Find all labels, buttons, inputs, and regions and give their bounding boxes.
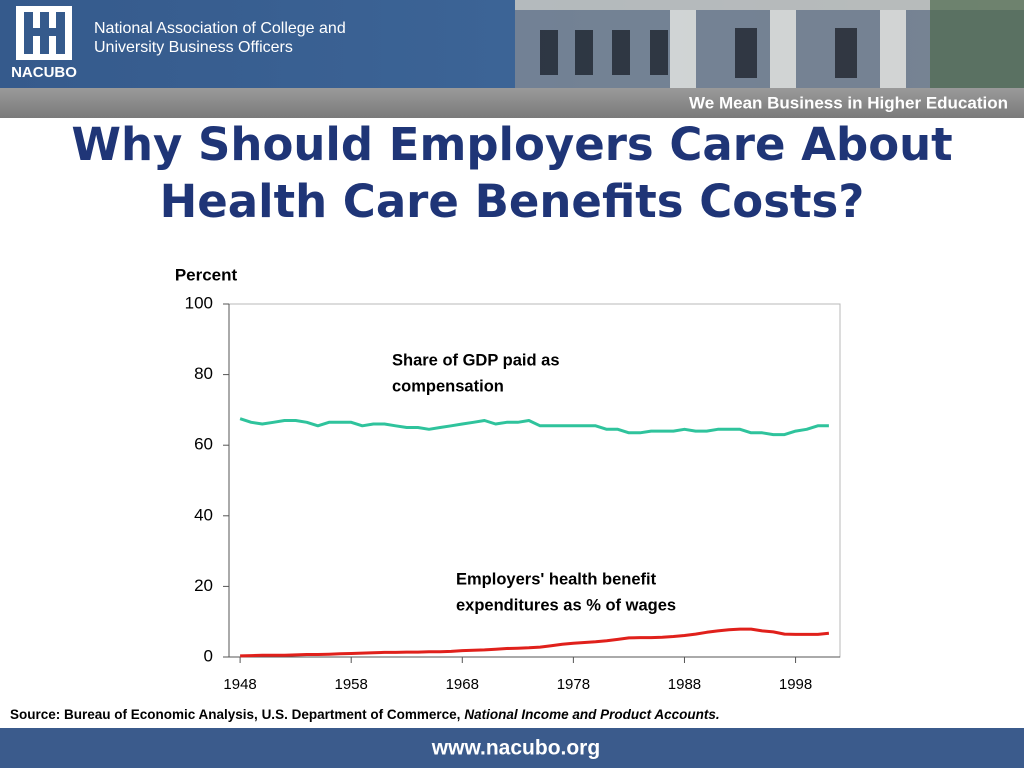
logo-text: NACUBO (11, 64, 77, 81)
y-tick-label: 60 (194, 435, 213, 454)
building (515, 0, 1024, 88)
x-tick-label: 1948 (223, 676, 256, 693)
series-line (239, 417, 829, 437)
tagline: We Mean Business in Higher Education (689, 93, 1008, 112)
logo: NACUBO (11, 6, 77, 81)
slide-title: Why Should Employers Care About (71, 118, 952, 171)
annotation: Share of GDP paid as (392, 351, 560, 369)
source-emphasis: National Income and Product Accounts. (464, 707, 719, 722)
annotation: expenditures as % of wages (456, 596, 676, 614)
x-tick-label: 1958 (335, 676, 368, 693)
y-tick-label: 80 (194, 364, 213, 383)
tagline-band (0, 88, 1024, 118)
annotation: Employers' health benefit (456, 570, 657, 588)
y-tick-label: 20 (194, 576, 213, 595)
x-tick-label: 1968 (446, 676, 479, 693)
x-tick-label: 1988 (668, 676, 701, 693)
y-tick-label: 0 (204, 646, 213, 665)
y-tick-label: 40 (194, 505, 213, 524)
annotation: compensation (392, 377, 504, 395)
chart: 0 20 40 60 80 100 1948 1958 1968 1978 1988 1998 Shar… (185, 293, 830, 693)
series-line (240, 627, 830, 658)
y-axis-label: Percent (175, 265, 238, 284)
footer-url: www.nacubo.org (431, 737, 600, 760)
source-text: Source: Bureau of Economic Analysis, U.S… (10, 707, 460, 722)
x-tick-label: 1998 (779, 676, 812, 693)
y-tick-label: 100 (185, 293, 213, 312)
footer-bg (0, 728, 1024, 768)
source: Source: Bureau of Economic Analysis, U.S… (10, 707, 720, 722)
org-name: University Business Officers (94, 39, 293, 56)
slide-title: Health Care Benefits Costs? (160, 175, 865, 228)
x-tick-label: 1978 (557, 676, 590, 693)
org-name: National Association of College and (94, 20, 346, 37)
